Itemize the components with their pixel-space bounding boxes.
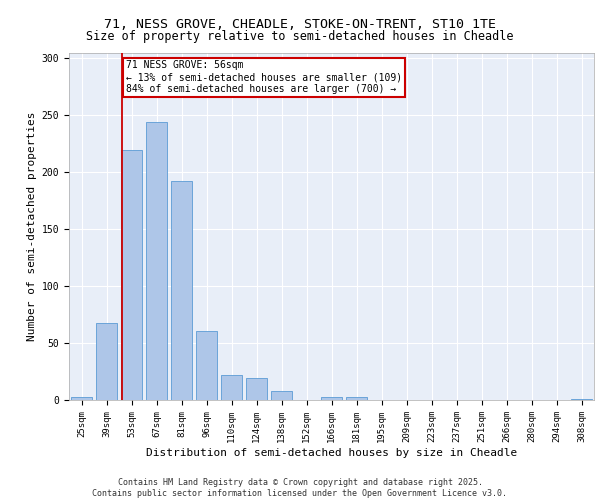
Text: Size of property relative to semi-detached houses in Cheadle: Size of property relative to semi-detach… — [86, 30, 514, 43]
Bar — [321, 396, 342, 400]
Bar — [346, 396, 367, 400]
Y-axis label: Number of semi-detached properties: Number of semi-detached properties — [28, 112, 37, 341]
Text: Contains HM Land Registry data © Crown copyright and database right 2025.
Contai: Contains HM Land Registry data © Crown c… — [92, 478, 508, 498]
Bar — [571, 399, 592, 400]
Bar — [96, 322, 117, 400]
Bar — [171, 181, 192, 400]
Text: 71 NESS GROVE: 56sqm
← 13% of semi-detached houses are smaller (109)
84% of semi: 71 NESS GROVE: 56sqm ← 13% of semi-detac… — [126, 60, 402, 94]
Bar — [146, 122, 167, 400]
Bar — [246, 378, 267, 400]
Bar — [271, 391, 292, 400]
Bar — [71, 396, 92, 400]
Bar — [121, 150, 142, 400]
Bar — [221, 375, 242, 400]
Text: 71, NESS GROVE, CHEADLE, STOKE-ON-TRENT, ST10 1TE: 71, NESS GROVE, CHEADLE, STOKE-ON-TRENT,… — [104, 18, 496, 30]
Bar — [196, 330, 217, 400]
X-axis label: Distribution of semi-detached houses by size in Cheadle: Distribution of semi-detached houses by … — [146, 448, 517, 458]
